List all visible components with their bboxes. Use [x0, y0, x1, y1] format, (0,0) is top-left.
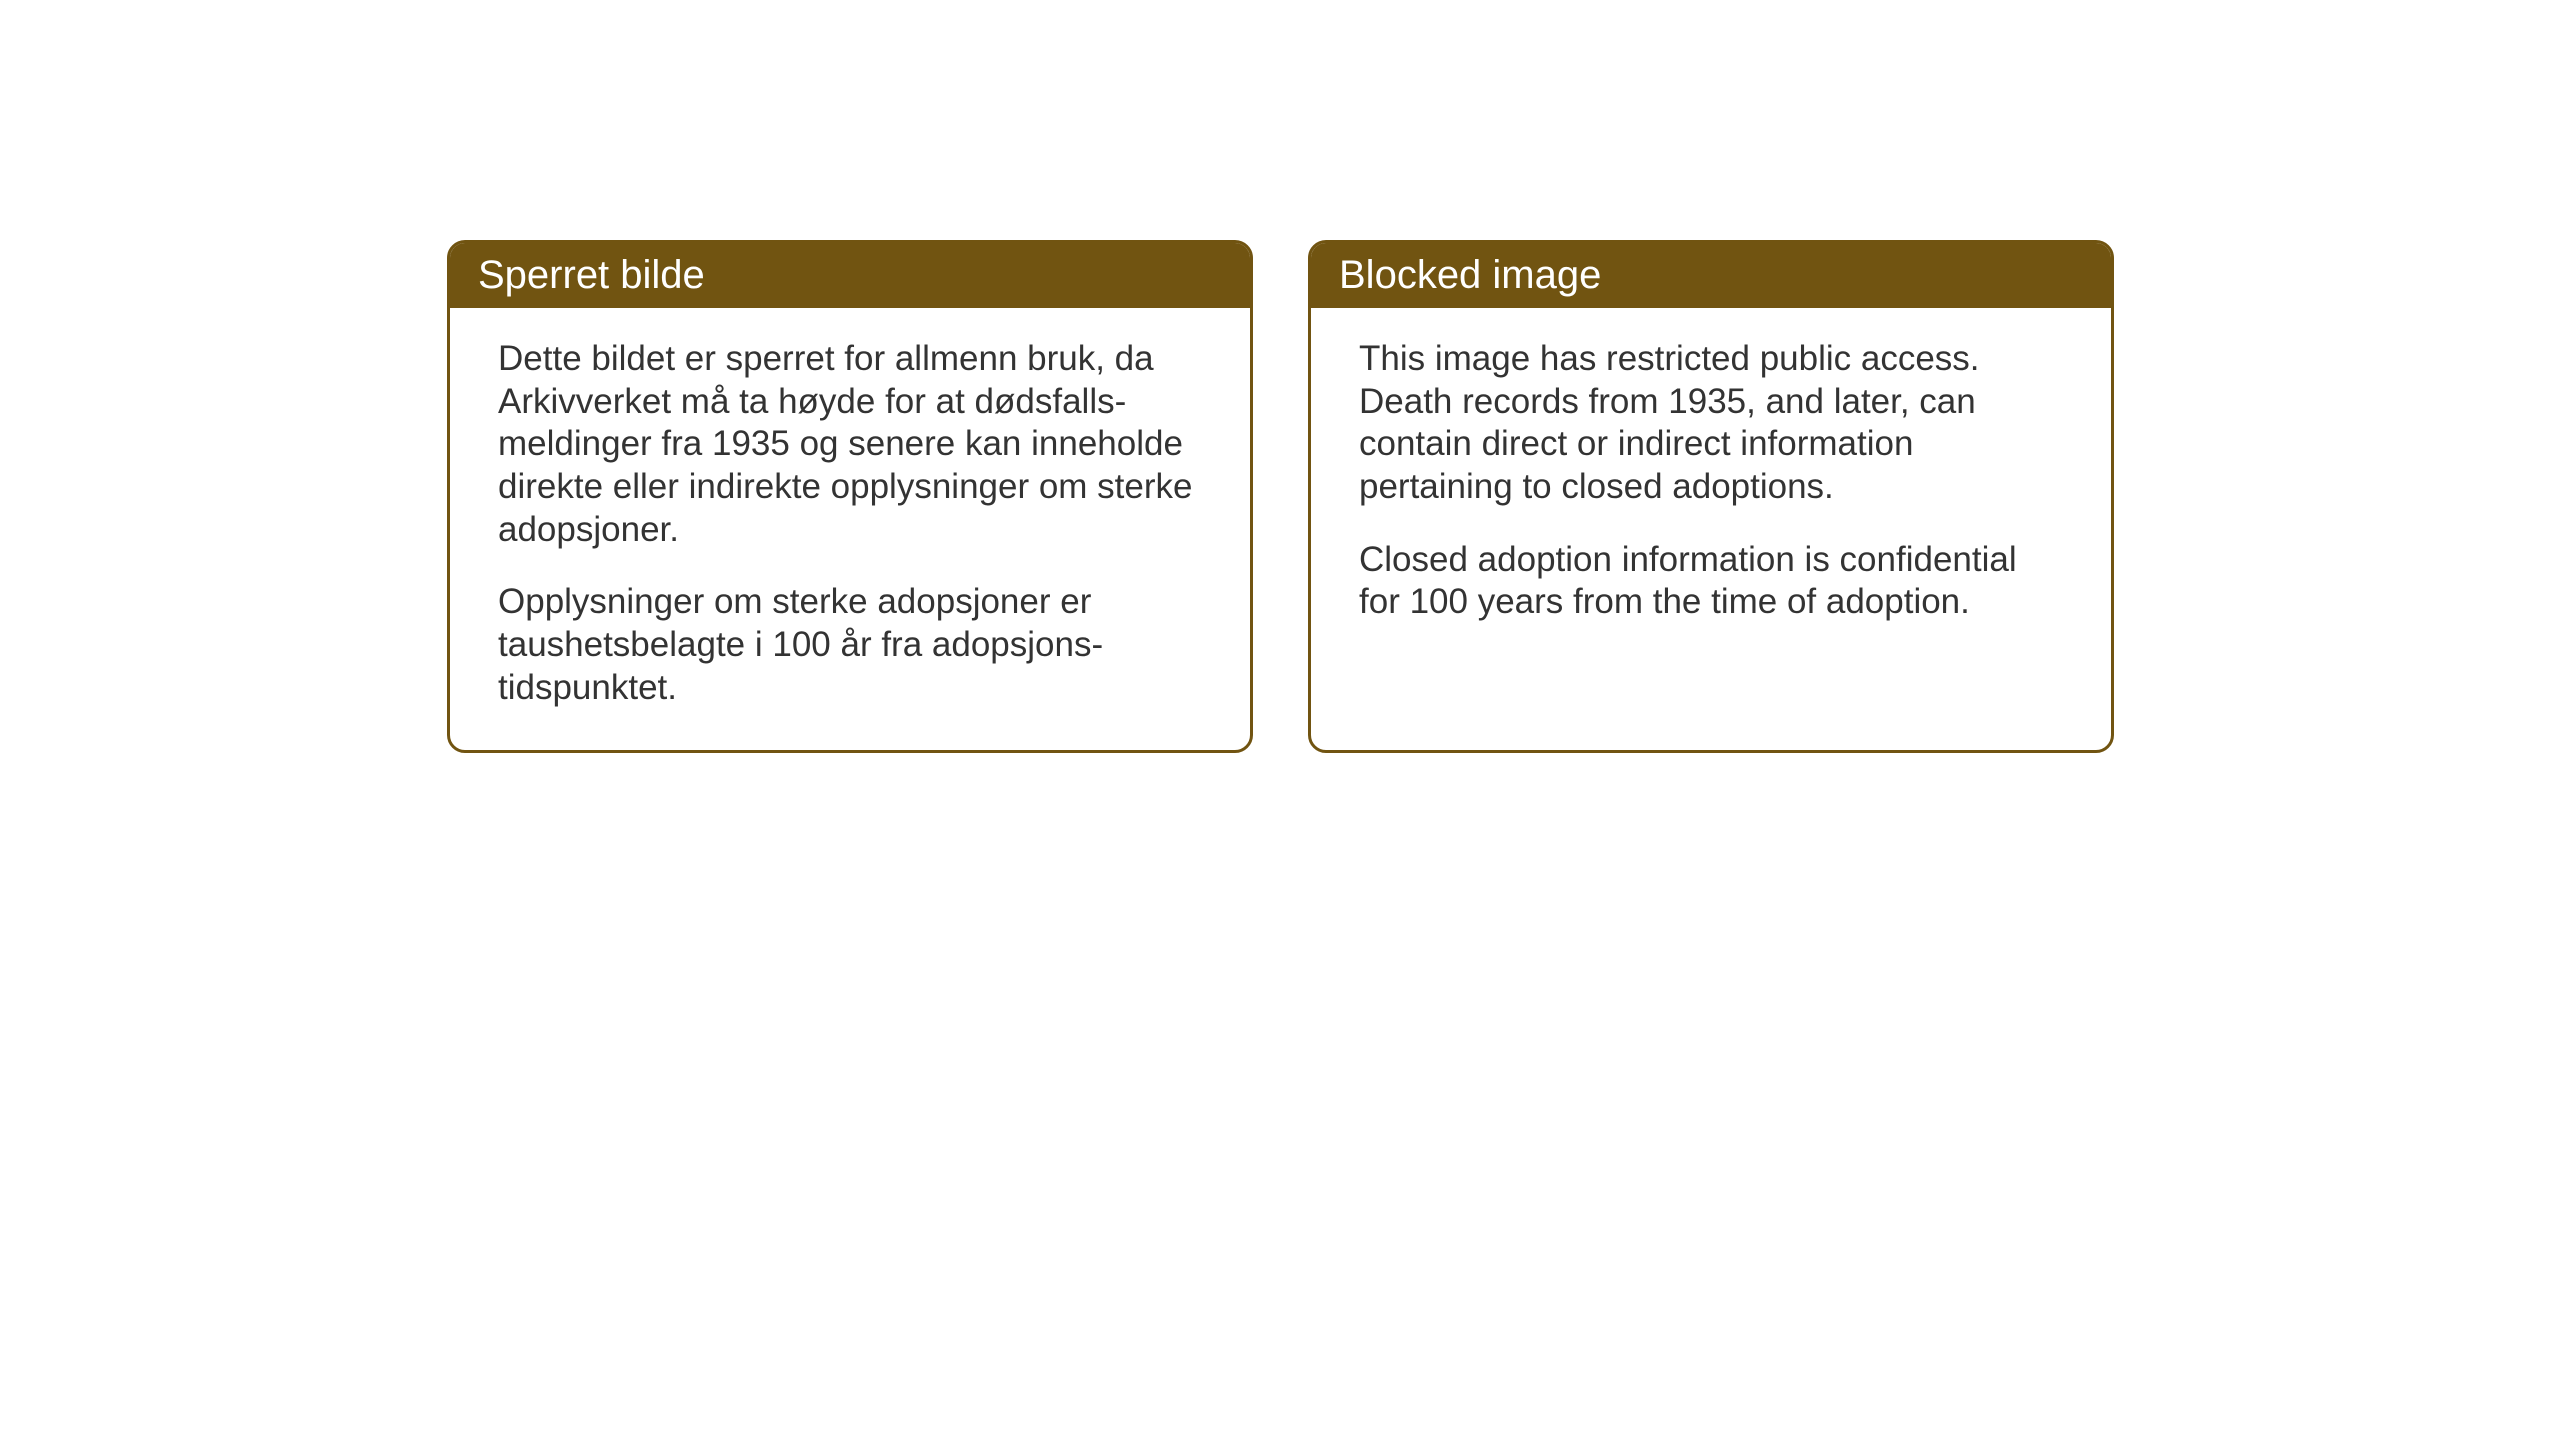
card-paragraph: Dette bildet er sperret for allmenn bruk… — [498, 338, 1202, 551]
notice-card-norwegian: Sperret bilde Dette bildet er sperret fo… — [447, 240, 1253, 753]
card-header: Sperret bilde — [450, 243, 1250, 308]
notice-card-english: Blocked image This image has restricted … — [1308, 240, 2114, 753]
card-header: Blocked image — [1311, 243, 2111, 308]
card-title: Blocked image — [1339, 253, 1601, 297]
card-body: Dette bildet er sperret for allmenn bruk… — [450, 308, 1250, 750]
notice-container: Sperret bilde Dette bildet er sperret fo… — [447, 240, 2114, 753]
card-paragraph: Opplysninger om sterke adopsjoner er tau… — [498, 581, 1202, 709]
card-title: Sperret bilde — [478, 253, 705, 297]
card-paragraph: This image has restricted public access.… — [1359, 338, 2063, 509]
card-body: This image has restricted public access.… — [1311, 308, 2111, 664]
card-paragraph: Closed adoption information is confident… — [1359, 539, 2063, 624]
